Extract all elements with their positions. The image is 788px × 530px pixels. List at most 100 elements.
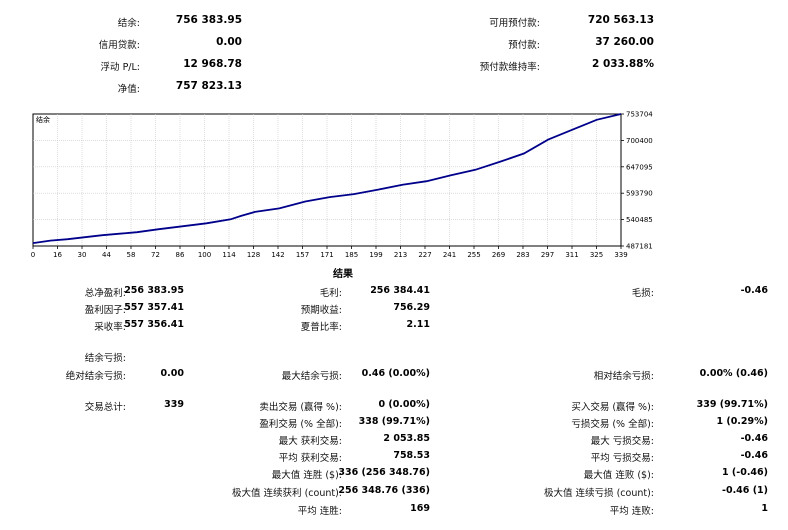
- x-tick-label: 297: [541, 251, 554, 259]
- credit-label: 信用贷款:: [98, 40, 140, 51]
- avg-loss-value: -0.46: [740, 450, 768, 461]
- rel-drawdown-label: 相对结余亏损:: [593, 371, 654, 382]
- short-trades-value: 0 (0.00%): [378, 399, 430, 410]
- abs-drawdown-value: 0.00: [160, 368, 184, 379]
- long-trades-label: 买入交易 (赢得 %):: [571, 402, 654, 413]
- total-trades-value: 339: [164, 399, 184, 410]
- x-tick-label: 72: [151, 251, 160, 259]
- x-tick-label: 255: [467, 251, 480, 259]
- floating-pl-label: 浮动 P/L:: [100, 62, 140, 73]
- x-tick-label: 185: [345, 251, 358, 259]
- recovery-factor-label: 采收率:: [94, 322, 126, 333]
- max-consec-loss-label: 极大值 连续亏损 (count):: [544, 488, 654, 499]
- x-tick-label: 44: [102, 251, 111, 259]
- y-tick-label: 593790: [626, 190, 653, 198]
- x-tick-label: 199: [369, 251, 382, 259]
- short-trades-label: 卖出交易 (赢得 %):: [259, 402, 342, 413]
- results-title: 结果: [333, 269, 353, 280]
- y-tick-label: 753704: [626, 111, 653, 119]
- x-tick-label: 171: [320, 251, 333, 259]
- rel-drawdown-value: 0.00% (0.46): [699, 368, 768, 379]
- balance-chart-canvas: 0 16 30 44 58 72 86 100 114 128 142 157 171 185 199 213…: [0, 108, 788, 260]
- avg-profit-value: 758.53: [393, 450, 430, 461]
- sharpe-label: 夏普比率:: [300, 322, 342, 333]
- free-margin-value: 720 563.13: [587, 14, 654, 26]
- x-tick-label: 0: [31, 251, 35, 259]
- x-tick-label: 100: [198, 251, 211, 259]
- avg-consec-wins-label: 平均 连胜:: [297, 506, 342, 517]
- y-tick-label: 647095: [626, 163, 653, 171]
- balance-series-line: [32, 113, 622, 244]
- margin-level-label: 预付款维持率:: [479, 62, 540, 73]
- margin-value: 37 260.00: [595, 36, 654, 48]
- floating-pl-value: 12 968.78: [183, 58, 242, 70]
- gross-profit-value: 256 384.41: [370, 285, 430, 296]
- y-tick-label: 540485: [626, 216, 653, 224]
- avg-consec-losses-label: 平均 连败:: [609, 506, 654, 517]
- total-trades-label: 交易总计:: [84, 402, 126, 413]
- balance-value: 756 383.95: [175, 14, 242, 26]
- max-drawdown-value: 0.46 (0.00%): [361, 368, 430, 379]
- x-tick-label: 157: [296, 251, 309, 259]
- max-consec-profit-value: 256 348.76 (336): [338, 485, 430, 496]
- equity-value: 757 823.13: [175, 80, 242, 92]
- equity-label: 净值:: [117, 84, 140, 95]
- avg-consec-losses-value: 1: [761, 503, 768, 514]
- sharpe-value: 2.11: [406, 319, 430, 330]
- total-net-profit-value: 256 383.95: [124, 285, 184, 296]
- profit-factor-value: 557 357.41: [124, 302, 184, 313]
- max-consec-profit-label: 极大值 连续获利 (count):: [232, 488, 342, 499]
- largest-loss-label: 最大 亏损交易:: [590, 436, 654, 447]
- x-tick-label: 16: [53, 251, 62, 259]
- gross-profit-label: 毛利:: [319, 288, 342, 299]
- abs-drawdown-label: 绝对结余亏损:: [65, 371, 126, 382]
- max-consec-wins-label: 最大值 连胜 ($):: [271, 470, 342, 481]
- profit-trades-value: 338 (99.71%): [358, 416, 430, 427]
- chart-svg: 0 16 30 44 58 72 86 100 114 128 142 157 171 185 199 213…: [31, 111, 654, 260]
- x-tick-label: 128: [247, 251, 260, 259]
- max-consec-losses-label: 最大值 连败 ($):: [583, 470, 654, 481]
- y-tick-label: 700400: [626, 137, 653, 145]
- x-tick-label: 339: [614, 251, 627, 259]
- avg-loss-label: 平均 亏损交易:: [590, 453, 654, 464]
- avg-profit-label: 平均 获利交易:: [278, 453, 342, 464]
- gross-loss-value: -0.46: [740, 285, 768, 296]
- chart-title: 结余: [36, 115, 50, 124]
- balance-chart: 0 16 30 44 58 72 86 100 114 128 142 157 171 185 199 213…: [0, 108, 788, 260]
- x-tick-label: 325: [590, 251, 603, 259]
- balance-drawdown-label: 结余亏损:: [84, 353, 126, 364]
- x-tick-label: 86: [176, 251, 185, 259]
- x-tick-label: 142: [271, 251, 284, 259]
- expected-payoff-label: 预期收益:: [300, 305, 342, 316]
- largest-profit-value: 2 053.85: [383, 433, 430, 444]
- x-tick-label: 241: [443, 251, 456, 259]
- x-tick-label: 311: [565, 251, 578, 259]
- margin-level-value: 2 033.88%: [591, 58, 654, 70]
- largest-loss-value: -0.46: [740, 433, 768, 444]
- avg-consec-wins-value: 169: [410, 503, 430, 514]
- gross-loss-label: 毛损:: [631, 288, 654, 299]
- total-net-profit-label: 总净盈利:: [84, 288, 126, 299]
- x-tick-label: 283: [516, 251, 529, 259]
- expected-payoff-value: 756.29: [393, 302, 430, 313]
- largest-profit-label: 最大 获利交易:: [278, 436, 342, 447]
- credit-value: 0.00: [216, 36, 242, 48]
- x-tick-label: 30: [78, 251, 87, 259]
- balance-label: 结余:: [117, 18, 140, 29]
- recovery-factor-value: 557 356.41: [124, 319, 184, 330]
- profit-factor-label: 盈利因子:: [84, 305, 126, 316]
- x-tick-label: 58: [127, 251, 136, 259]
- x-tick-label: 213: [394, 251, 407, 259]
- max-consec-losses-value: 1 (-0.46): [722, 467, 768, 478]
- long-trades-value: 339 (99.71%): [696, 399, 768, 410]
- profit-trades-label: 盈利交易 (% 全部):: [259, 419, 342, 430]
- loss-trades-label: 亏损交易 (% 全部):: [571, 419, 654, 430]
- max-drawdown-label: 最大结余亏损:: [281, 371, 342, 382]
- free-margin-label: 可用预付款:: [489, 18, 540, 29]
- max-consec-loss-value: -0.46 (1): [722, 485, 768, 496]
- y-tick-label: 487181: [626, 243, 653, 251]
- x-tick-label: 269: [492, 251, 505, 259]
- x-tick-label: 227: [418, 251, 431, 259]
- x-tick-label: 114: [222, 251, 236, 259]
- margin-label: 预付款:: [508, 40, 540, 51]
